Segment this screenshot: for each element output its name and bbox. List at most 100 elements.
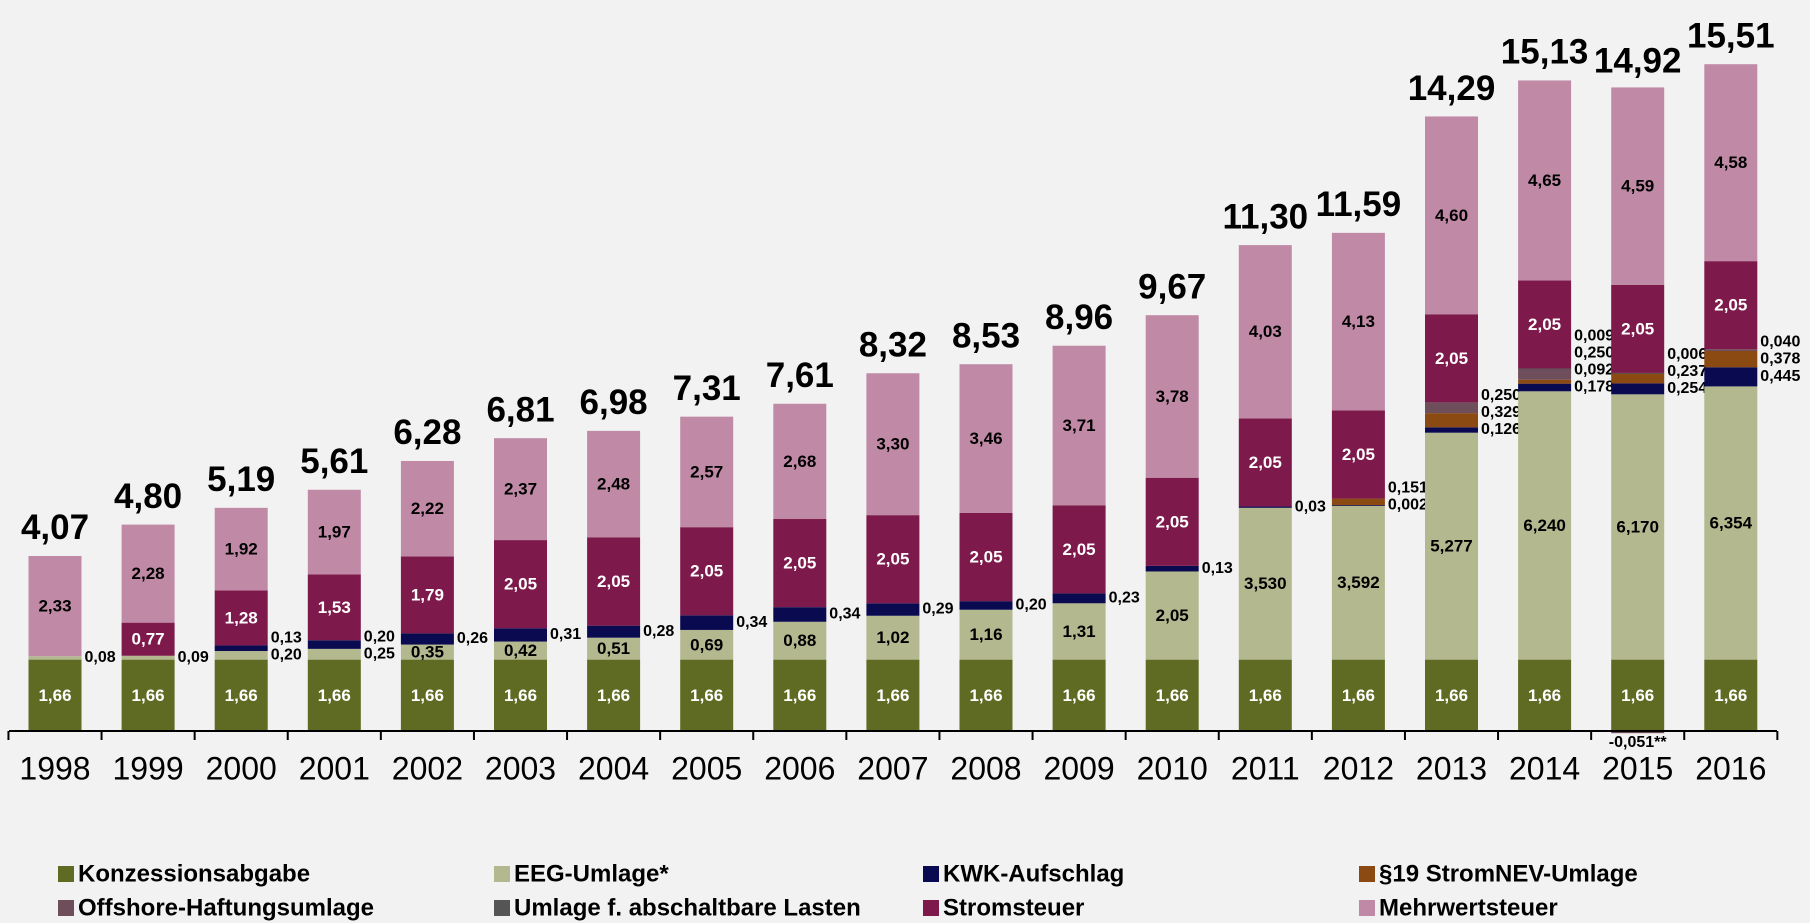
bar-segment [494, 628, 547, 642]
bar-segment [1518, 280, 1572, 369]
total-label: 15,13 [1501, 33, 1589, 72]
bar-segment [1704, 349, 1758, 352]
data-label: 2,05 [690, 562, 723, 581]
data-label: 0,03 [1295, 498, 1326, 515]
bar-segment [1425, 314, 1478, 403]
data-label: 0,34 [829, 606, 860, 623]
bar-segment [1518, 383, 1572, 392]
bar-segment [1611, 659, 1665, 731]
data-label: 0,20 [1016, 597, 1047, 614]
total-label: 9,67 [1138, 267, 1206, 306]
data-label: 2,05 [1156, 512, 1189, 531]
bar-segment [1052, 505, 1106, 594]
data-label: 1,66 [1714, 686, 1747, 705]
x-tick-label: 2001 [299, 750, 370, 786]
bar-segment [400, 659, 454, 731]
data-label: 2,48 [597, 475, 630, 494]
data-label: 0,25 [364, 645, 395, 662]
data-label: 0,092 [1574, 362, 1614, 379]
bar-segment [121, 524, 175, 623]
bar-segment [1238, 418, 1292, 507]
legend-label: §19 StromNEV-Umlage [1379, 860, 1638, 887]
bar-segment [1425, 116, 1478, 315]
data-label: 2,37 [504, 480, 537, 499]
data-label: 6,170 [1616, 517, 1659, 536]
x-tick-label: 2011 [1231, 750, 1300, 786]
legend-label: Mehrwertsteuer [1379, 894, 1558, 921]
bar-segment [587, 637, 641, 660]
bar-segment [1611, 284, 1665, 373]
data-label: 5,277 [1430, 537, 1473, 556]
bar-segment [1331, 659, 1385, 731]
data-label: 0,20 [271, 647, 302, 664]
bar-segment [1611, 383, 1665, 395]
bar-segment [959, 364, 1013, 513]
data-label: 3,530 [1244, 574, 1287, 593]
x-tick-label: 2000 [206, 750, 277, 786]
bar-segment [1425, 427, 1478, 433]
data-label: 2,05 [1714, 296, 1747, 315]
data-label: 0,09 [178, 649, 209, 666]
bar-segment [214, 659, 268, 731]
data-label: 3,30 [876, 435, 909, 454]
bar-segment [959, 601, 1013, 610]
bar-segment [1052, 659, 1106, 731]
data-label: 1,66 [504, 686, 537, 705]
data-label: 2,57 [690, 462, 723, 481]
data-label: 0,77 [132, 630, 165, 649]
bar-segment [680, 659, 734, 731]
data-label: 4,58 [1714, 153, 1747, 172]
x-tick-label: 2005 [671, 750, 742, 786]
data-label: 1,16 [969, 625, 1002, 644]
data-label: 1,97 [318, 523, 351, 542]
x-tick-label: 2003 [485, 750, 556, 786]
bar-segment [959, 609, 1013, 660]
data-label: 0,23 [1109, 590, 1140, 607]
x-tick-label: 1999 [113, 750, 184, 786]
bar-segment [773, 519, 827, 608]
bar-segment [494, 659, 547, 731]
data-label: 6,354 [1710, 513, 1753, 532]
data-label: 2,05 [504, 575, 537, 594]
data-label: 2,05 [1435, 349, 1468, 368]
data-label: 3,71 [1063, 416, 1096, 435]
data-label: 0,009 [1574, 328, 1614, 345]
total-label: 7,31 [673, 369, 741, 408]
bar-segment [587, 430, 641, 538]
x-tick-label: 2015 [1602, 750, 1673, 786]
x-tick-label: 2009 [1044, 750, 1115, 786]
total-label: 8,32 [859, 325, 927, 364]
data-label: -0,051** [1609, 734, 1668, 751]
data-label: 0,250 [1574, 345, 1614, 362]
bar-segment [494, 540, 547, 629]
bar-segment [1238, 507, 1292, 660]
data-label: 0,28 [643, 623, 674, 640]
data-label: 4,65 [1528, 171, 1561, 190]
data-label: 2,05 [1156, 606, 1189, 625]
bar-segment [1425, 432, 1478, 660]
data-label: 4,60 [1435, 206, 1468, 225]
data-label: 0,13 [1202, 560, 1233, 577]
data-label: 1,66 [1342, 686, 1375, 705]
bar-segment [400, 460, 454, 557]
data-label: 0,26 [457, 630, 488, 647]
bar-segment [1052, 593, 1106, 604]
bar-segment [1238, 506, 1292, 508]
bar-segment [1611, 87, 1665, 285]
legend-label: Stromsteuer [943, 894, 1084, 921]
data-label: 2,33 [38, 597, 71, 616]
bar-segment [773, 403, 827, 520]
data-label: 2,05 [1621, 319, 1654, 338]
total-label: 6,98 [580, 383, 648, 422]
bar-segment [214, 645, 268, 652]
total-label: 5,19 [207, 460, 275, 499]
bar-segment [1145, 477, 1199, 566]
bar-segment [680, 629, 734, 660]
bar-segment [1425, 659, 1478, 731]
bar-segment [680, 527, 734, 616]
x-tick-label: 2008 [950, 750, 1021, 786]
bar-segment [1238, 659, 1292, 731]
data-label: 1,66 [1156, 686, 1189, 705]
data-label: 0,31 [550, 626, 581, 643]
